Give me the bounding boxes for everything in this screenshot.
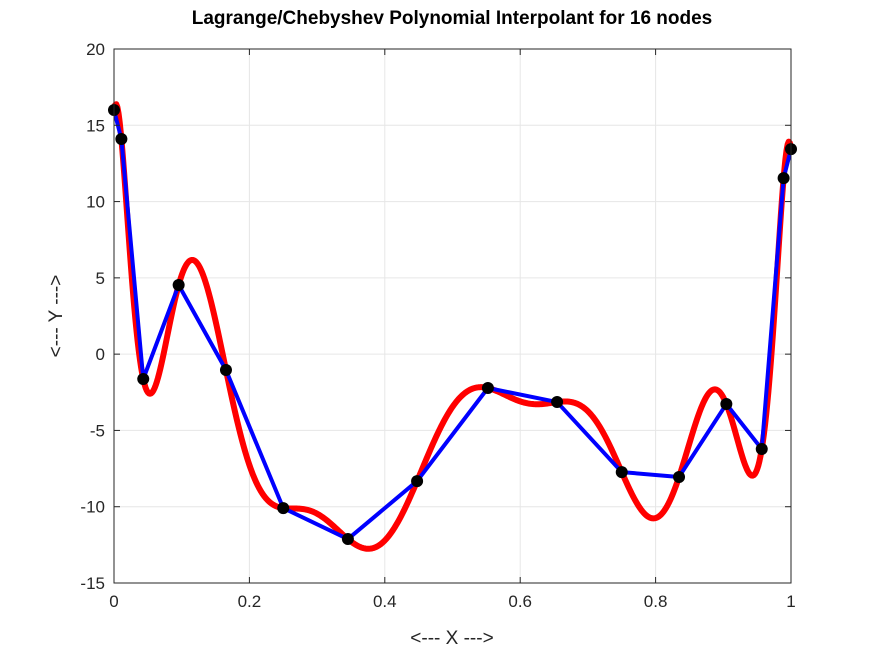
chart-title: Lagrange/Chebyshev Polynomial Interpolan… — [192, 8, 713, 29]
x-tick-label: 0.2 — [238, 592, 262, 611]
node-marker — [115, 133, 128, 146]
node-marker — [720, 398, 733, 411]
node-marker — [481, 382, 494, 395]
node-marker — [551, 396, 564, 409]
node-marker — [137, 373, 150, 386]
node-marker — [277, 502, 290, 515]
node-marker — [755, 443, 768, 456]
y-axis-label: <--- Y ---> — [46, 275, 67, 358]
x-tick-label: 0.6 — [508, 592, 532, 611]
y-tick-label: 20 — [86, 40, 105, 59]
y-tick-label: 15 — [86, 116, 105, 135]
ticks: 0 0.2 0.4 0.6 0.8 1 -15 -10 -5 0 5 10 15 20 — [80, 40, 795, 611]
node-marker — [777, 172, 790, 185]
node-marker — [172, 279, 185, 292]
y-tick-label: -10 — [80, 498, 105, 517]
nodes-line — [112, 109, 793, 542]
node-marker — [341, 533, 354, 546]
node-marker — [411, 475, 424, 488]
y-tick-label: -15 — [80, 574, 105, 593]
y-tick-label: 0 — [96, 345, 105, 364]
x-axis-label: <--- X ---> — [410, 628, 493, 649]
node-marker — [673, 470, 686, 483]
axes-box — [113, 48, 792, 584]
y-tick-label: -5 — [90, 421, 105, 440]
plot-area — [114, 49, 791, 583]
x-tick-label: 0.8 — [644, 592, 668, 611]
node-marker — [615, 466, 628, 479]
node-marker — [219, 364, 232, 377]
x-tick-label: 1 — [786, 592, 795, 611]
x-tick-label: 0.4 — [373, 592, 397, 611]
x-tick-label: 0 — [109, 592, 118, 611]
series-layer — [108, 101, 797, 552]
y-tick-label: 5 — [96, 269, 105, 288]
y-tick-label: 10 — [86, 193, 105, 212]
